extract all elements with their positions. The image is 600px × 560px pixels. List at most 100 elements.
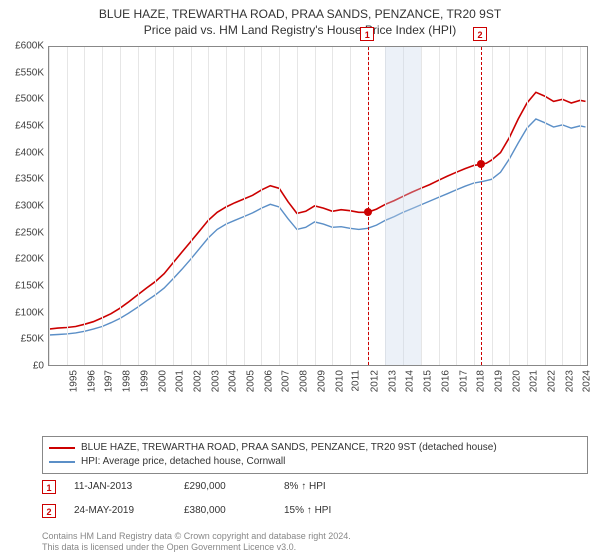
x-tick-label: 2016 xyxy=(440,370,451,392)
x-tick-label: 2001 xyxy=(174,370,185,392)
legend-swatch xyxy=(49,447,75,449)
y-tick-label: £500K xyxy=(0,94,44,105)
callout-box: 1 xyxy=(360,27,374,41)
legend-box: BLUE HAZE, TREWARTHA ROAD, PRAA SANDS, P… xyxy=(42,436,588,474)
gridline-v xyxy=(315,47,316,365)
x-tick-label: 2020 xyxy=(511,370,522,392)
title-line-1: BLUE HAZE, TREWARTHA ROAD, PRAA SANDS, P… xyxy=(0,6,600,22)
gridline-v xyxy=(439,47,440,365)
x-tick-label: 1997 xyxy=(104,370,115,392)
y-tick-label: £350K xyxy=(0,174,44,185)
x-tick-label: 2011 xyxy=(351,370,362,392)
title-block: BLUE HAZE, TREWARTHA ROAD, PRAA SANDS, P… xyxy=(0,0,600,38)
gridline-v xyxy=(527,47,528,365)
x-tick-label: 2021 xyxy=(529,370,540,392)
x-tick-label: 2004 xyxy=(228,370,239,392)
legend-label: BLUE HAZE, TREWARTHA ROAD, PRAA SANDS, P… xyxy=(81,441,497,455)
gridline-v xyxy=(580,47,581,365)
sales-block: 1 11-JAN-2013£290,0008% ↑ HPI 2 24-MAY-2019… xyxy=(42,480,588,528)
x-tick-label: 1999 xyxy=(139,370,150,392)
callout-line xyxy=(481,47,482,365)
y-tick-label: £450K xyxy=(0,121,44,132)
x-tick-label: 2015 xyxy=(422,370,433,392)
y-tick-label: £0 xyxy=(0,361,44,372)
footer-line-1: Contains HM Land Registry data © Crown c… xyxy=(42,531,588,543)
line-series-svg xyxy=(49,47,589,367)
gridline-v xyxy=(84,47,85,365)
y-tick-label: £100K xyxy=(0,307,44,318)
plot-area: 12 xyxy=(48,46,588,366)
x-tick-label: 2017 xyxy=(458,370,469,392)
x-tick-label: 2002 xyxy=(192,370,203,392)
y-tick-label: £250K xyxy=(0,227,44,238)
series-subject xyxy=(49,92,586,329)
gridline-v xyxy=(562,47,563,365)
footer-copyright: Contains HM Land Registry data © Crown c… xyxy=(42,531,588,554)
gridline-v xyxy=(261,47,262,365)
y-tick-label: £300K xyxy=(0,201,44,212)
y-tick-label: £50K xyxy=(0,334,44,345)
y-tick-label: £150K xyxy=(0,281,44,292)
gridline-v xyxy=(49,47,50,365)
gridline-v xyxy=(226,47,227,365)
footer-line-2: This data is licensed under the Open Gov… xyxy=(42,542,588,554)
x-tick-label: 2006 xyxy=(263,370,274,392)
sale-diff: 15% ↑ HPI xyxy=(284,506,394,516)
sale-marker xyxy=(477,160,485,168)
gridline-v xyxy=(208,47,209,365)
sale-date: 11-JAN-2013 xyxy=(74,482,184,492)
x-tick-label: 2024 xyxy=(582,370,593,392)
gridline-v xyxy=(545,47,546,365)
sale-price: £290,000 xyxy=(184,482,284,492)
x-tick-label: 2022 xyxy=(546,370,557,392)
callout-line xyxy=(368,47,369,365)
x-tick-label: 2018 xyxy=(475,370,486,392)
x-tick-label: 2005 xyxy=(245,370,256,392)
y-tick-label: £600K xyxy=(0,41,44,52)
chart-container: BLUE HAZE, TREWARTHA ROAD, PRAA SANDS, P… xyxy=(0,0,600,560)
gridline-v xyxy=(102,47,103,365)
legend-label: HPI: Average price, detached house, Corn… xyxy=(81,455,285,469)
chart-area: £0 £50K £100K £150K £200K £250K £300K £350K £400… xyxy=(0,42,600,402)
gridline-v xyxy=(279,47,280,365)
callout-box: 2 xyxy=(473,27,487,41)
gridline-v xyxy=(350,47,351,365)
gridline-v xyxy=(155,47,156,365)
shade-band xyxy=(385,47,420,365)
sale-diff: 8% ↑ HPI xyxy=(284,482,394,492)
y-tick-label: £400K xyxy=(0,147,44,158)
x-tick-label: 2000 xyxy=(157,370,168,392)
x-tick-label: 2007 xyxy=(281,370,292,392)
gridline-v xyxy=(120,47,121,365)
legend-swatch xyxy=(49,461,75,463)
x-tick-label: 2010 xyxy=(334,370,345,392)
gridline-v xyxy=(244,47,245,365)
gridline-v xyxy=(332,47,333,365)
x-tick-label: 1995 xyxy=(68,370,79,392)
x-tick-label: 2013 xyxy=(387,370,398,392)
gridline-v xyxy=(456,47,457,365)
sale-number-box: 2 xyxy=(42,504,56,518)
sale-date: 24-MAY-2019 xyxy=(74,506,184,516)
sale-number-box: 1 xyxy=(42,480,56,494)
x-tick-label: 2003 xyxy=(210,370,221,392)
x-tick-label: 2008 xyxy=(298,370,309,392)
gridline-v xyxy=(191,47,192,365)
sale-row: 1 11-JAN-2013£290,0008% ↑ HPI xyxy=(42,480,588,494)
x-tick-label: 2012 xyxy=(369,370,380,392)
sale-price: £380,000 xyxy=(184,506,284,516)
sale-marker xyxy=(364,208,372,216)
x-tick-label: 2014 xyxy=(405,370,416,392)
gridline-v xyxy=(509,47,510,365)
y-tick-label: £550K xyxy=(0,67,44,78)
x-tick-label: 2019 xyxy=(493,370,504,392)
x-tick-label: 2023 xyxy=(564,370,575,392)
gridline-v xyxy=(297,47,298,365)
gridline-v xyxy=(67,47,68,365)
y-tick-label: £200K xyxy=(0,254,44,265)
legend-row: HPI: Average price, detached house, Corn… xyxy=(49,455,581,469)
x-tick-label: 1998 xyxy=(121,370,132,392)
x-tick-label: 2009 xyxy=(316,370,327,392)
gridline-v xyxy=(474,47,475,365)
legend-row: BLUE HAZE, TREWARTHA ROAD, PRAA SANDS, P… xyxy=(49,441,581,455)
